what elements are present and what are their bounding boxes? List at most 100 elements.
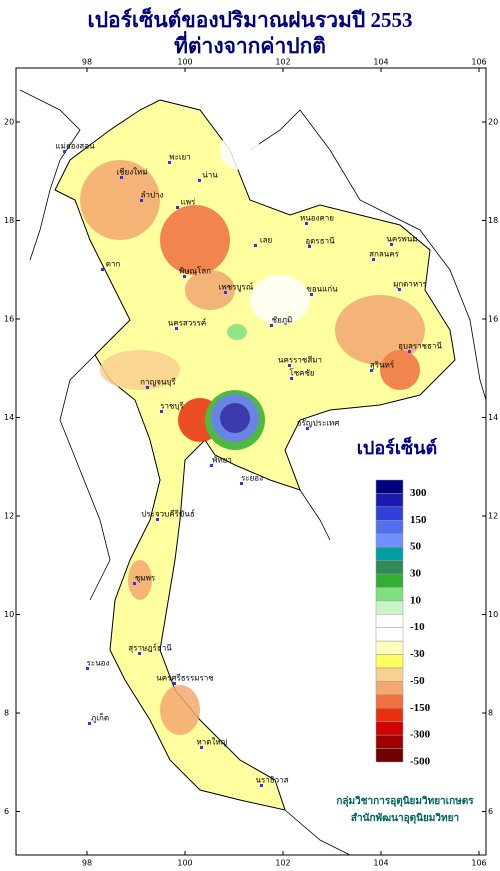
lat-label-right: 16 (488, 315, 498, 324)
legend-swatch (375, 600, 404, 615)
station-marker (270, 324, 273, 327)
legend-swatch (375, 627, 404, 642)
legend-swatch (375, 640, 404, 655)
legend-swatch (375, 560, 404, 575)
legend-swatch (375, 681, 404, 696)
station-marker (176, 206, 179, 209)
place-label: เชียงใหม่ (116, 168, 147, 177)
place-label: นครศรีธรรมราช (156, 674, 214, 683)
place-label: อุดรธานี (305, 237, 335, 246)
lat-label-left: 18 (4, 216, 14, 225)
legend-swatch (375, 493, 404, 508)
legend-swatch (375, 708, 404, 722)
place-label: ระยอง (241, 474, 263, 483)
place-label: พิษณุโลก (179, 266, 211, 276)
legend-swatch (375, 694, 404, 709)
place-label: ชุมพร (135, 574, 156, 583)
lat-label-left: 10 (4, 610, 14, 619)
legend-swatch (375, 667, 404, 682)
station-marker (168, 161, 171, 164)
credit-line1: กลุ่มวิชาการอุตุนิยมวิทยาเกษตร (336, 795, 474, 807)
lon-label-top: 100 (177, 58, 192, 67)
credit-line2: สำนักพัฒนาอุตุนิยมวิทยา (351, 812, 459, 824)
lon-label-bottom: 106 (471, 859, 486, 868)
neighbour-borders (19, 89, 487, 856)
lon-label-bottom: 98 (82, 859, 92, 868)
place-label: สกลนคร (369, 250, 399, 259)
station-marker (198, 179, 201, 182)
legend-label: -300 (410, 729, 431, 741)
station-marker (224, 291, 227, 294)
legend-label: 10 (410, 594, 422, 606)
lon-label-top: 98 (82, 58, 92, 67)
legend-swatch (375, 654, 404, 669)
station-marker (306, 427, 309, 430)
legend-title: เปอร์เซ็นต์ (357, 436, 437, 458)
place-label: เลย (260, 236, 272, 245)
place-label: ระนอง (87, 659, 110, 668)
place-label: ภูเก็ต (91, 713, 109, 724)
lon-label-bottom: 104 (373, 859, 388, 868)
lat-label-left: 12 (4, 512, 14, 521)
place-label: ชัยภูมิ (272, 316, 293, 326)
station-marker (86, 667, 89, 670)
lat-label-right: 18 (488, 216, 498, 225)
legend-swatch (375, 573, 404, 588)
legend-label: -10 (410, 621, 425, 633)
lon-label-bottom: 100 (177, 859, 192, 868)
place-label: อรัญประเทศ (297, 419, 340, 428)
legend-swatch (375, 479, 404, 494)
legend-label: -500 (410, 756, 431, 768)
station-marker (260, 784, 263, 787)
place-label: หาดใหญ่ (197, 738, 228, 747)
rain-anomaly-fields (80, 130, 425, 735)
place-label: ราชบุรี (160, 402, 184, 411)
legend-label: 300 (410, 487, 427, 499)
lat-label-left: 20 (4, 118, 14, 127)
station-marker (156, 518, 159, 521)
legend-swatch (375, 734, 404, 749)
place-label: นครพนม (386, 235, 417, 244)
station-marker (370, 369, 373, 372)
place-label: แพร่ (181, 198, 196, 207)
station-marker (210, 464, 213, 467)
legend-swatch (375, 533, 404, 548)
legend-label: -30 (410, 648, 425, 660)
place-label: แม่ฮ่องสอน (55, 142, 95, 151)
station-marker (133, 582, 136, 585)
legend-swatch (375, 748, 404, 763)
legend-swatch (375, 520, 404, 534)
legend-swatch (375, 546, 404, 561)
station-marker (290, 377, 293, 380)
station-marker (240, 482, 243, 485)
station-marker (183, 275, 186, 278)
station-marker (140, 199, 143, 202)
legend-swatch (375, 587, 404, 602)
station-marker (200, 746, 203, 749)
station-marker (398, 288, 401, 291)
place-label: น่าน (202, 171, 218, 180)
legend-swatch (375, 506, 404, 521)
place-label: สุรินทร์ (370, 360, 395, 370)
place-label: เพชรบูรณ์ (219, 282, 254, 293)
lon-label-top: 104 (373, 58, 388, 67)
legend-swatch (375, 614, 404, 628)
lat-label-left: 14 (4, 413, 14, 422)
station-marker (88, 722, 91, 725)
place-label: หนองคาย (300, 214, 334, 223)
legend-label: -50 (410, 675, 425, 687)
station-marker (101, 268, 104, 271)
lat-label-right: 10 (488, 610, 498, 619)
station-marker (308, 245, 311, 248)
title-line1: เปอร์เซ็นต์ของปริมาณฝนรวมปี 2553 (88, 6, 413, 32)
lon-label-top: 102 (275, 58, 290, 67)
lat-label-right: 20 (488, 118, 498, 127)
place-label: โชคชัย (289, 368, 314, 378)
station-marker (254, 244, 257, 247)
station-marker (408, 350, 411, 353)
legend-swatch (375, 721, 404, 736)
lat-label-left: 8 (4, 709, 9, 718)
place-label: พะเยา (169, 153, 190, 162)
station-marker (310, 293, 313, 296)
station-marker (146, 386, 149, 389)
